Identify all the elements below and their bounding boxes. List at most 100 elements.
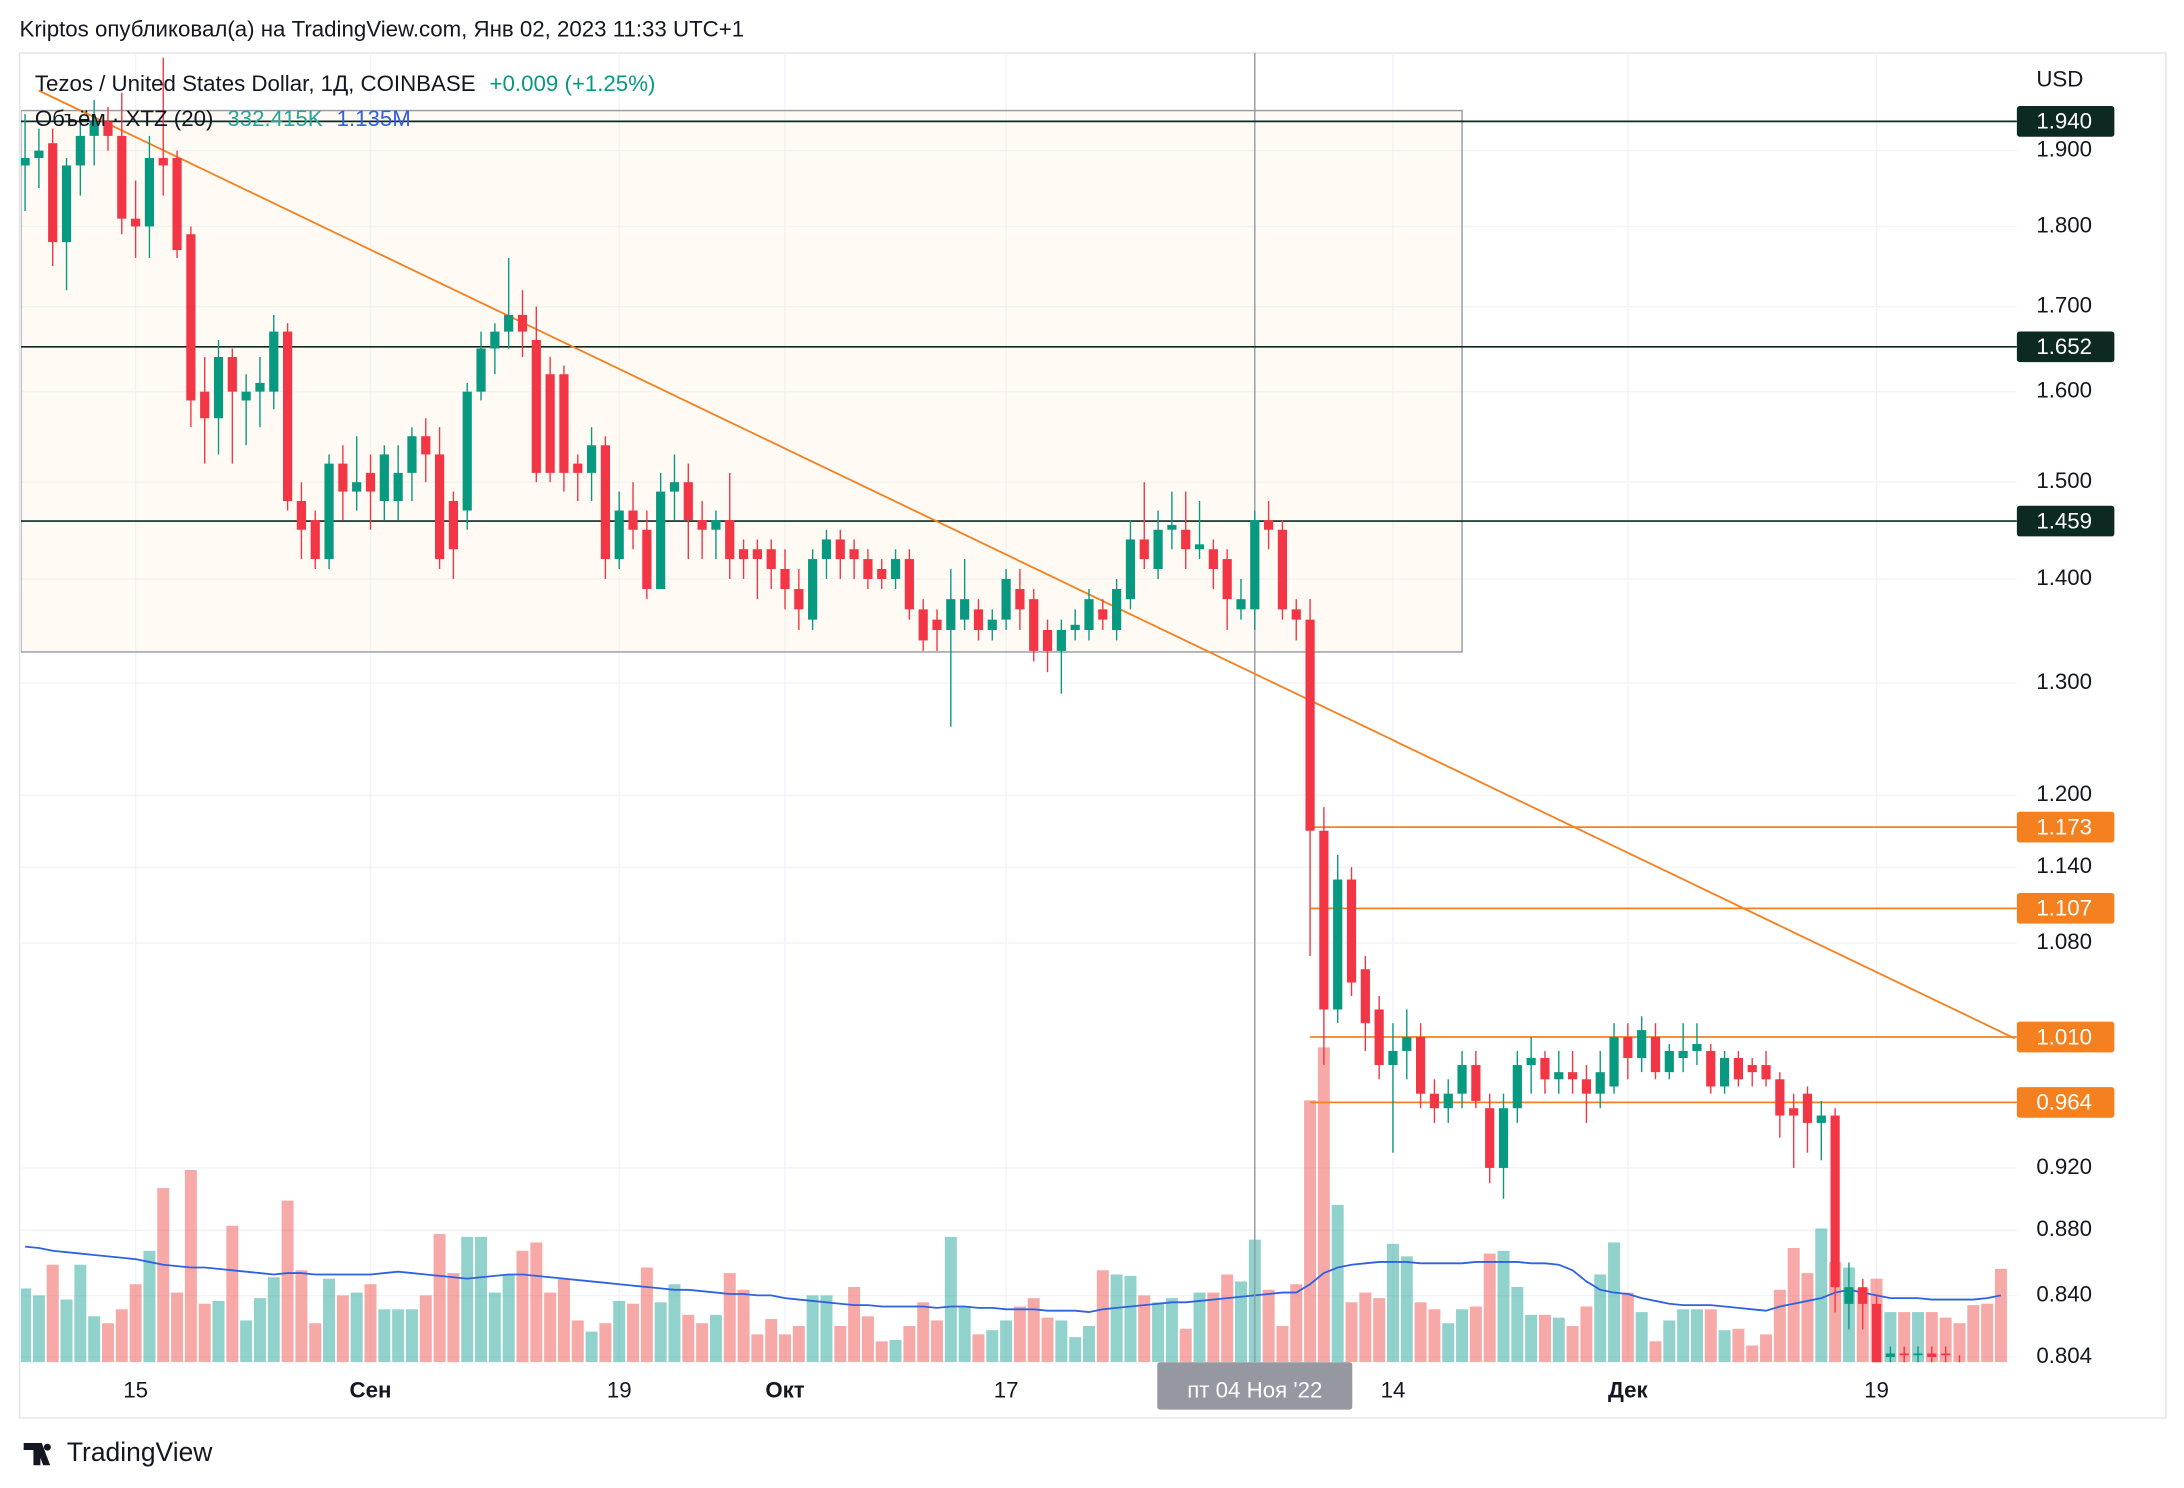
candle-body [973,609,984,630]
candles [20,57,1961,1363]
candle-body [296,501,307,530]
candle-body [849,549,859,560]
volume-bar [1621,1292,1634,1363]
volume-bar [46,1264,59,1363]
drawings [20,52,2017,1363]
candle-body [1264,520,1274,530]
candle-body [1871,1303,1882,1363]
x-tick-label: Дек [1608,1377,1649,1402]
volume-bar [1400,1256,1413,1363]
candle-body [1554,1072,1564,1080]
volume-bar [115,1309,128,1363]
candle-body [1485,1108,1495,1168]
candle-body [1581,1079,1592,1094]
candle-body [462,391,472,511]
candle-body [1277,529,1288,610]
candle-body [1388,1050,1398,1066]
volume-bar [530,1242,543,1363]
level-box [2016,106,2115,137]
volume-bar [1649,1341,1662,1363]
candle-body [683,482,693,521]
candle-body [213,357,224,419]
volume-bar [1663,1320,1676,1363]
candle-body [448,501,458,550]
candle-body [365,472,376,492]
volume-bar [1179,1328,1192,1363]
volume-bar [668,1284,681,1363]
logo: TradingView [23,1437,213,1467]
candle-body [628,510,638,530]
candle-body [1319,830,1329,1010]
candle-body [283,331,293,502]
volume-bar [931,1320,943,1363]
volume-bar [792,1326,805,1363]
candle-body [1830,1115,1840,1288]
volume-bar [723,1273,736,1363]
candle-body [504,314,514,332]
crosshair-label: пт 04 Ноя '22 [1187,1377,1322,1402]
volume-bar [1027,1298,1040,1363]
candle-body [821,539,832,560]
level-label: 0.964 [2036,1090,2092,1115]
candle-body [490,331,500,349]
candle-body [144,158,155,227]
volume-bar [737,1289,750,1363]
symbol: Tezos / United States Dollar, 1Д, COINBA… [35,71,476,96]
volume-bar [1580,1306,1593,1363]
volume-bar [267,1277,280,1363]
frame [18,52,2167,1419]
candle-body [1747,1065,1757,1073]
candle-body [1567,1072,1578,1080]
candle-body [559,374,569,473]
volume-bar [765,1319,778,1363]
candle-body [738,549,749,560]
y-tick-label: 1.300 [2036,669,2092,694]
x-tick-label: 15 [123,1377,148,1402]
candle-body [1775,1079,1785,1116]
volume-ma-value: 1.135M [337,106,411,131]
candle-body [186,234,196,401]
volume-bar [1566,1326,1579,1363]
volume-bar [751,1334,764,1363]
candle-body [1098,609,1108,620]
candle-body [1761,1065,1771,1080]
volume-bar [309,1323,322,1363]
candle-body [1222,559,1232,600]
volume-bar [1608,1242,1621,1363]
candle-body [531,340,541,473]
candle-body [1429,1093,1440,1109]
candle-body [1416,1037,1426,1094]
volume-value: 332.415K [227,106,322,131]
candle-body [324,463,334,560]
candle-body [255,382,265,392]
volume-bar [1746,1345,1759,1363]
volume-bar [696,1323,709,1363]
volume-bar [143,1250,156,1363]
candle-body [34,150,44,159]
volume-bar [599,1323,612,1363]
candle-body [1153,529,1163,569]
volume-bar [350,1292,363,1363]
candle-body [780,568,790,590]
volume-bar [1732,1328,1745,1363]
candle-body [1802,1093,1813,1123]
volume-bar [640,1267,653,1363]
legend-title: Tezos / United States Dollar, 1Д, COINBA… [35,71,656,96]
volume-bar [1787,1248,1800,1363]
candle-body [1029,599,1039,651]
volume-bar [1276,1326,1289,1363]
candle-body [1291,609,1301,620]
candle-body [200,391,210,419]
volume-bar [944,1236,957,1363]
volume-bar [1967,1305,1980,1363]
x-tick-label: 14 [1381,1377,1406,1402]
candle-body [310,520,320,560]
candle-body [407,436,417,473]
volume-bar [295,1270,308,1363]
candle-body [1885,1353,1895,1357]
level-box [2016,1021,2115,1053]
candle-body [614,510,624,560]
candle-body [1374,1009,1384,1066]
volume-bar [1718,1330,1731,1363]
candle-body [393,472,403,502]
